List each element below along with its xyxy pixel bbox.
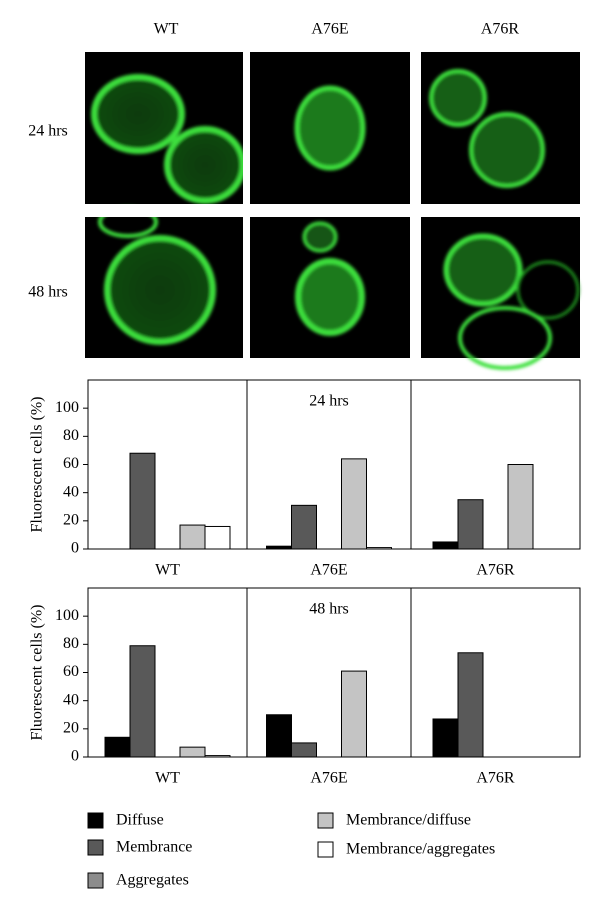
bar [204, 755, 231, 758]
x-tick-label: A76E [310, 562, 347, 579]
y-tick-label: 40 [63, 691, 79, 708]
y-tick-label: 80 [63, 427, 79, 444]
bar [266, 545, 292, 550]
y-tick-label: 20 [63, 512, 79, 529]
y-tick-label: 0 [71, 748, 79, 765]
legend-swatch [87, 872, 104, 889]
x-tick-label: A76R [476, 562, 515, 579]
bar [341, 458, 367, 550]
legend-swatch [87, 812, 104, 829]
bar [457, 652, 484, 758]
row-label: 48 hrs [28, 284, 68, 301]
column-label: A76E [311, 21, 348, 38]
legend-swatch [317, 841, 334, 858]
bar [104, 736, 131, 758]
bar [457, 499, 484, 550]
x-tick-label: A76E [310, 770, 347, 787]
x-tick-label: WT [155, 562, 180, 579]
bar [366, 547, 392, 550]
bar [129, 645, 156, 758]
y-axis-label: Fluorescent cells (%) [29, 397, 46, 533]
legend-label: Membrance/aggregates [346, 841, 495, 858]
row-label: 24 hrs [28, 123, 68, 140]
panel-label: 48 hrs [309, 601, 349, 618]
legend-swatch [317, 812, 334, 829]
bar [204, 525, 231, 550]
micrographs [85, 52, 580, 370]
bar [266, 714, 292, 758]
y-tick-label: 100 [55, 399, 79, 416]
x-tick-label: A76R [476, 770, 515, 787]
legend-label: Membrance [116, 839, 192, 856]
bar [432, 541, 459, 550]
y-tick-label: 80 [63, 635, 79, 652]
y-tick-label: 40 [63, 483, 79, 500]
x-tick-label: WT [155, 770, 180, 787]
legend-label: Membrance/diffuse [346, 812, 471, 829]
bar [507, 464, 534, 550]
column-label: A76R [481, 21, 520, 38]
y-tick-label: 0 [71, 540, 79, 557]
legend-label: Aggregates [116, 872, 189, 889]
legend-label: Diffuse [116, 812, 164, 829]
panel-label: 24 hrs [309, 393, 349, 410]
bar [129, 452, 156, 550]
y-tick-label: 60 [63, 455, 79, 472]
legend-swatch [87, 839, 104, 856]
bar [291, 742, 317, 758]
bar [432, 718, 459, 758]
bar [179, 524, 206, 550]
bar [179, 746, 206, 758]
y-tick-label: 20 [63, 720, 79, 737]
column-label: WT [154, 21, 179, 38]
y-axis-label: Fluorescent cells (%) [29, 605, 46, 741]
y-tick-label: 100 [55, 607, 79, 624]
bar [291, 504, 317, 550]
bar [341, 670, 367, 758]
y-tick-label: 60 [63, 663, 79, 680]
